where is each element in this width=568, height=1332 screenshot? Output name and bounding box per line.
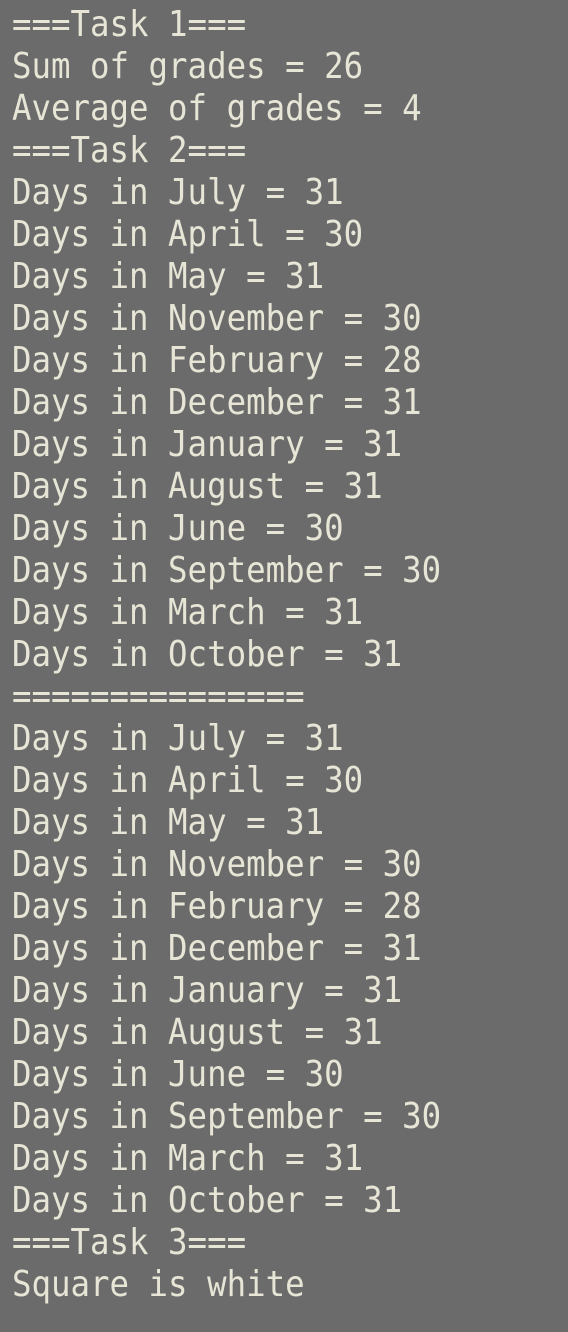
output-line-days-july: Days in July = 31 [12, 172, 344, 213]
output-line-days-november: Days in November = 30 [12, 298, 422, 339]
output-line-days-december: Days in December = 31 [12, 382, 422, 423]
output-line-days-may: Days in May = 31 [12, 256, 325, 297]
output-line-days-september-2: Days in September = 30 [12, 1096, 442, 1137]
output-line-days-december-2: Days in December = 31 [12, 928, 422, 969]
output-line-days-november-2: Days in November = 30 [12, 844, 422, 885]
output-line-days-february: Days in February = 28 [12, 340, 422, 381]
output-line-days-july-2: Days in July = 31 [12, 718, 344, 759]
output-line-days-january-2: Days in January = 31 [12, 970, 403, 1011]
output-line-average-of-grades: Average of grades = 4 [12, 88, 422, 129]
output-line-days-may-2: Days in May = 31 [12, 802, 325, 843]
output-line-days-september: Days in September = 30 [12, 550, 442, 591]
output-line-days-february-2: Days in February = 28 [12, 886, 422, 927]
task1-header: ===Task 1=== [12, 4, 247, 45]
output-line-sum-of-grades: Sum of grades = 26 [12, 46, 364, 87]
output-line-days-october: Days in October = 31 [12, 634, 403, 675]
output-line-days-october-2: Days in October = 31 [12, 1180, 403, 1221]
output-line-days-april-2: Days in April = 30 [12, 760, 364, 801]
output-line-days-january: Days in January = 31 [12, 424, 403, 465]
task3-header: ===Task 3=== [12, 1222, 247, 1263]
output-line-days-august-2: Days in August = 31 [12, 1012, 383, 1053]
output-line-days-june: Days in June = 30 [12, 508, 344, 549]
output-line-days-march-2: Days in March = 31 [12, 1138, 364, 1179]
separator-line: =============== [12, 676, 305, 717]
output-line-square-color: Square is white [12, 1264, 305, 1305]
task2-header: ===Task 2=== [12, 130, 247, 171]
output-line-days-april: Days in April = 30 [12, 214, 364, 255]
output-line-days-march: Days in March = 31 [12, 592, 364, 633]
output-line-days-june-2: Days in June = 30 [12, 1054, 344, 1095]
output-line-days-august: Days in August = 31 [12, 466, 383, 507]
